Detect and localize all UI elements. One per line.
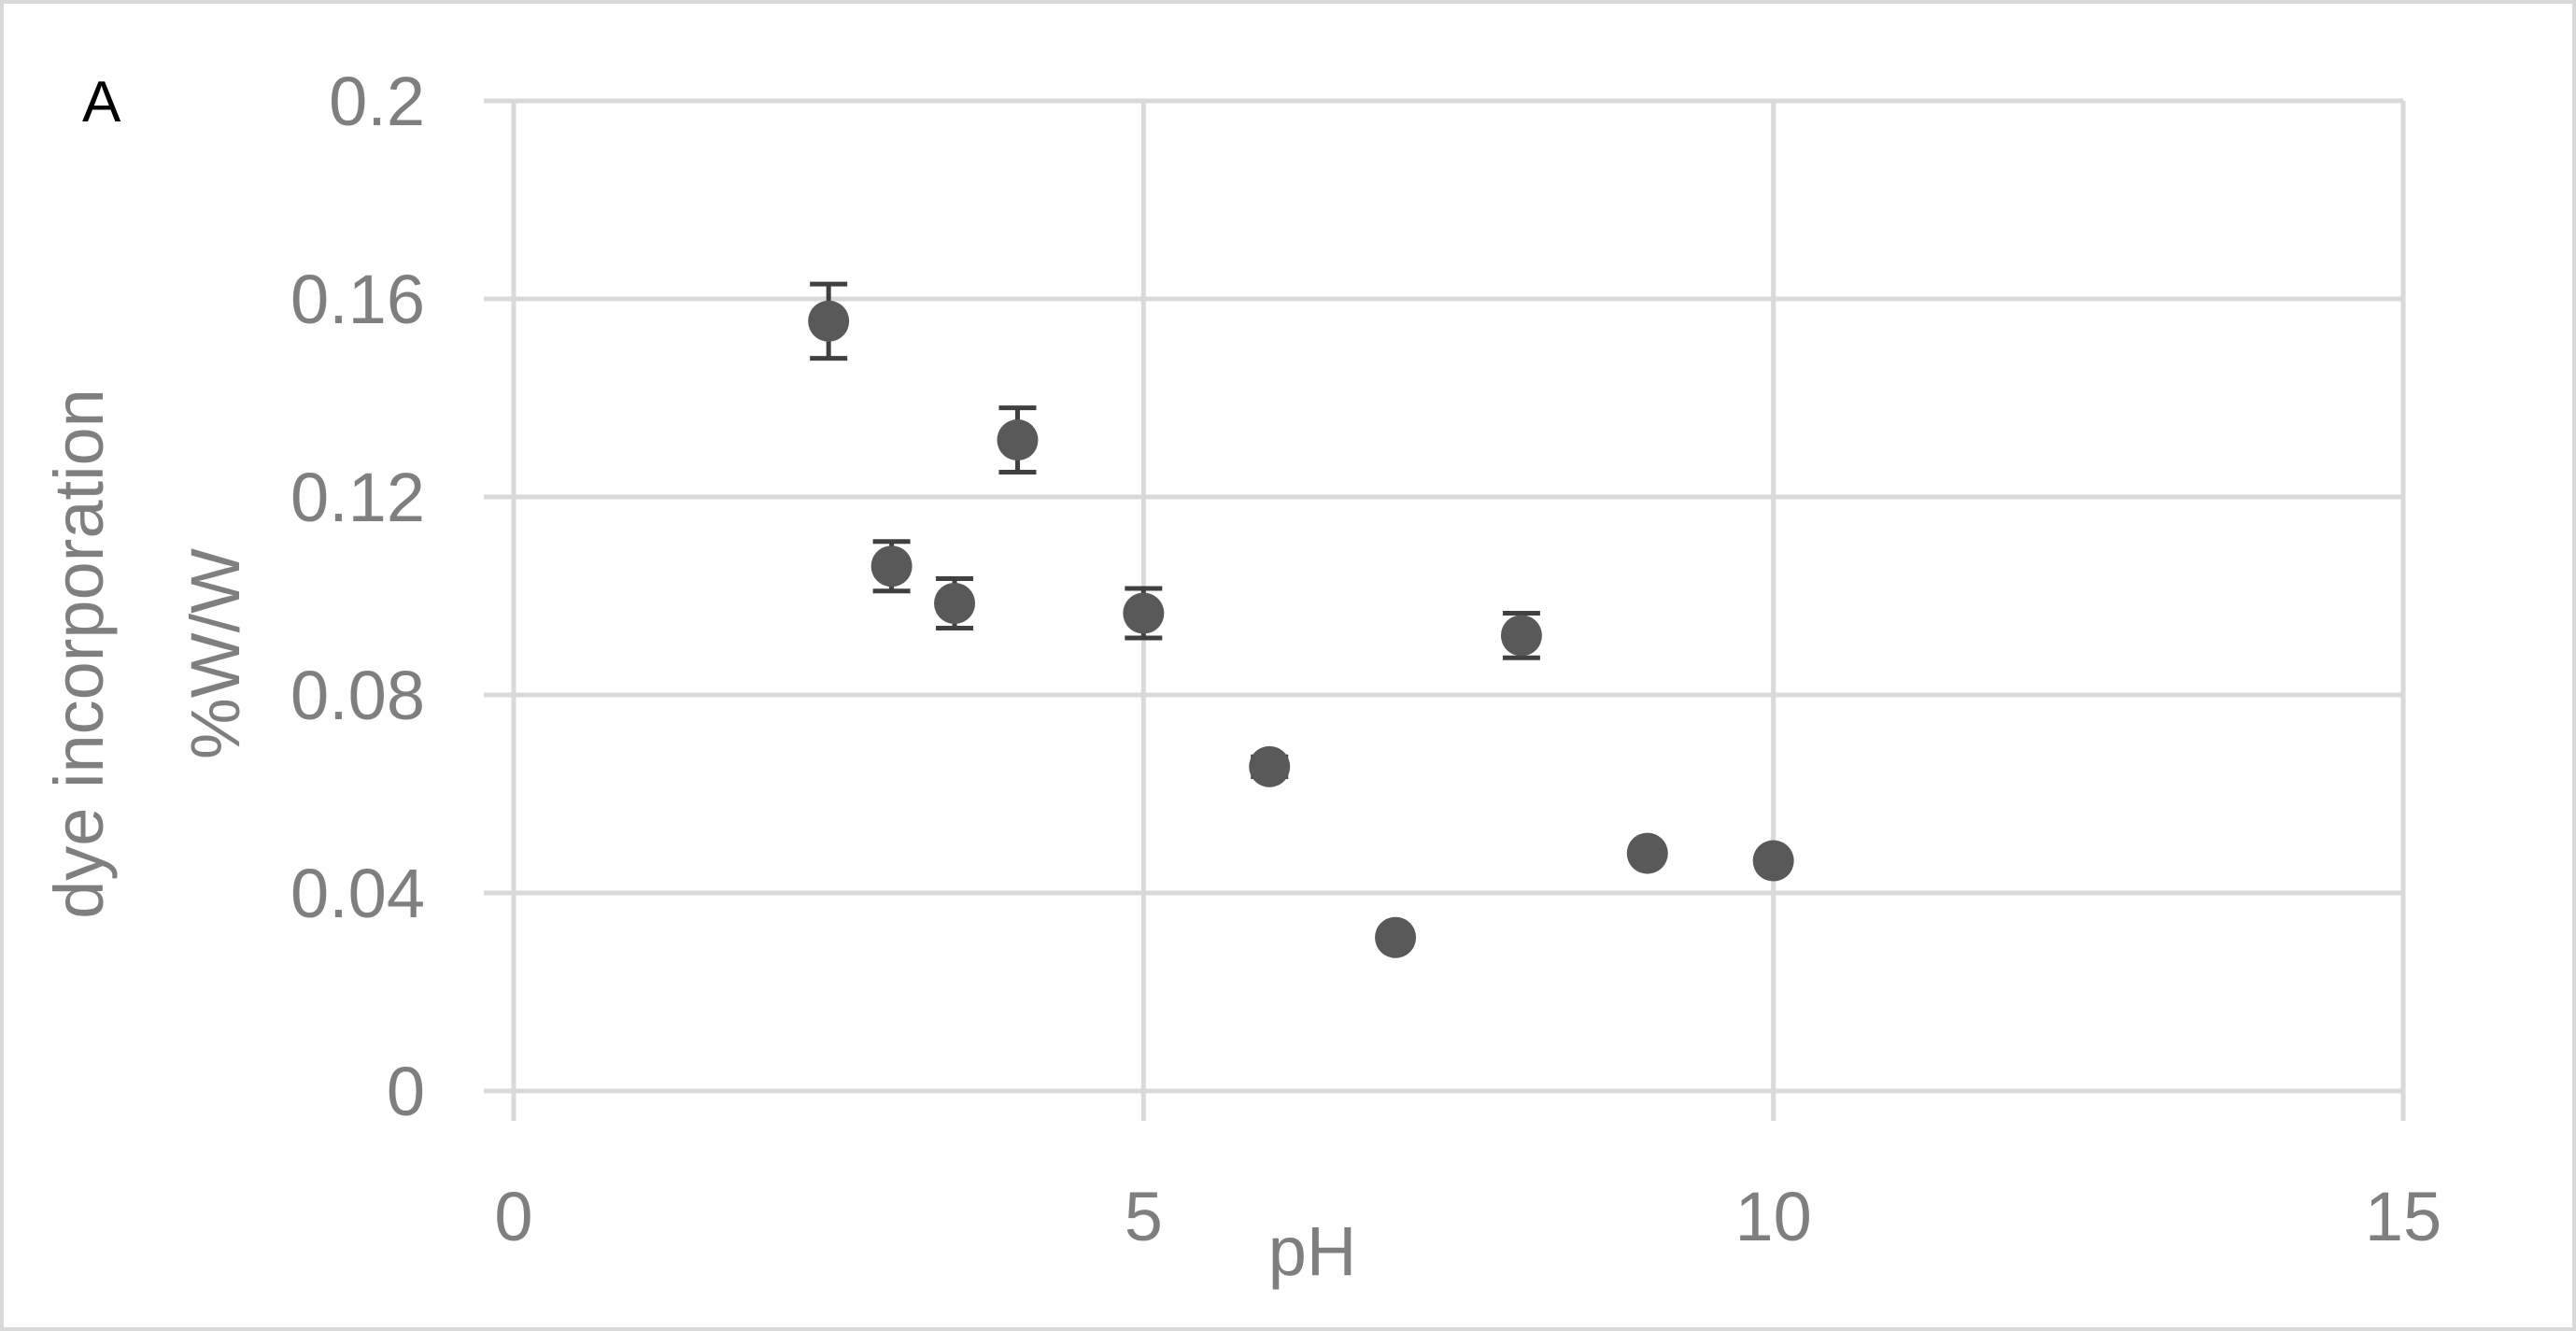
- x-tick-label: 0: [494, 1178, 532, 1255]
- y-tick-label: 0.04: [290, 855, 425, 932]
- y-axis-label: dye incorporation %W/W: [40, 389, 254, 919]
- y-axis-label-line-2: %W/W: [177, 548, 254, 759]
- x-tick-label: 10: [1735, 1178, 1812, 1255]
- x-tick-label: 15: [2365, 1178, 2442, 1255]
- data-points: [808, 300, 1794, 958]
- data-point: [934, 582, 976, 624]
- data-point: [808, 300, 850, 342]
- x-tick-label: 5: [1125, 1178, 1163, 1255]
- y-tick-label: 0.08: [290, 657, 425, 734]
- y-tick-label: 0.12: [290, 459, 425, 536]
- grid-lines: [484, 98, 2406, 1121]
- data-point: [1626, 832, 1668, 874]
- y-tick-label: 0: [387, 1053, 425, 1130]
- data-point: [1375, 916, 1417, 958]
- y-tick-label: 0.16: [290, 261, 425, 338]
- y-axis-label-line-1: dye incorporation: [40, 389, 118, 919]
- x-axis-label: pH: [1268, 1212, 1357, 1290]
- data-point: [997, 419, 1039, 461]
- data-point: [870, 545, 913, 588]
- data-point: [1752, 840, 1794, 882]
- tick-labels: 0 0.04 0.08 0.12 0.16 0.2 0 5 10 15: [290, 63, 2442, 1255]
- data-point: [1500, 615, 1542, 657]
- y-tick-label: 0.2: [329, 63, 425, 140]
- data-point: [1123, 592, 1165, 634]
- panel-label: A: [82, 70, 121, 135]
- data-point: [1249, 745, 1291, 787]
